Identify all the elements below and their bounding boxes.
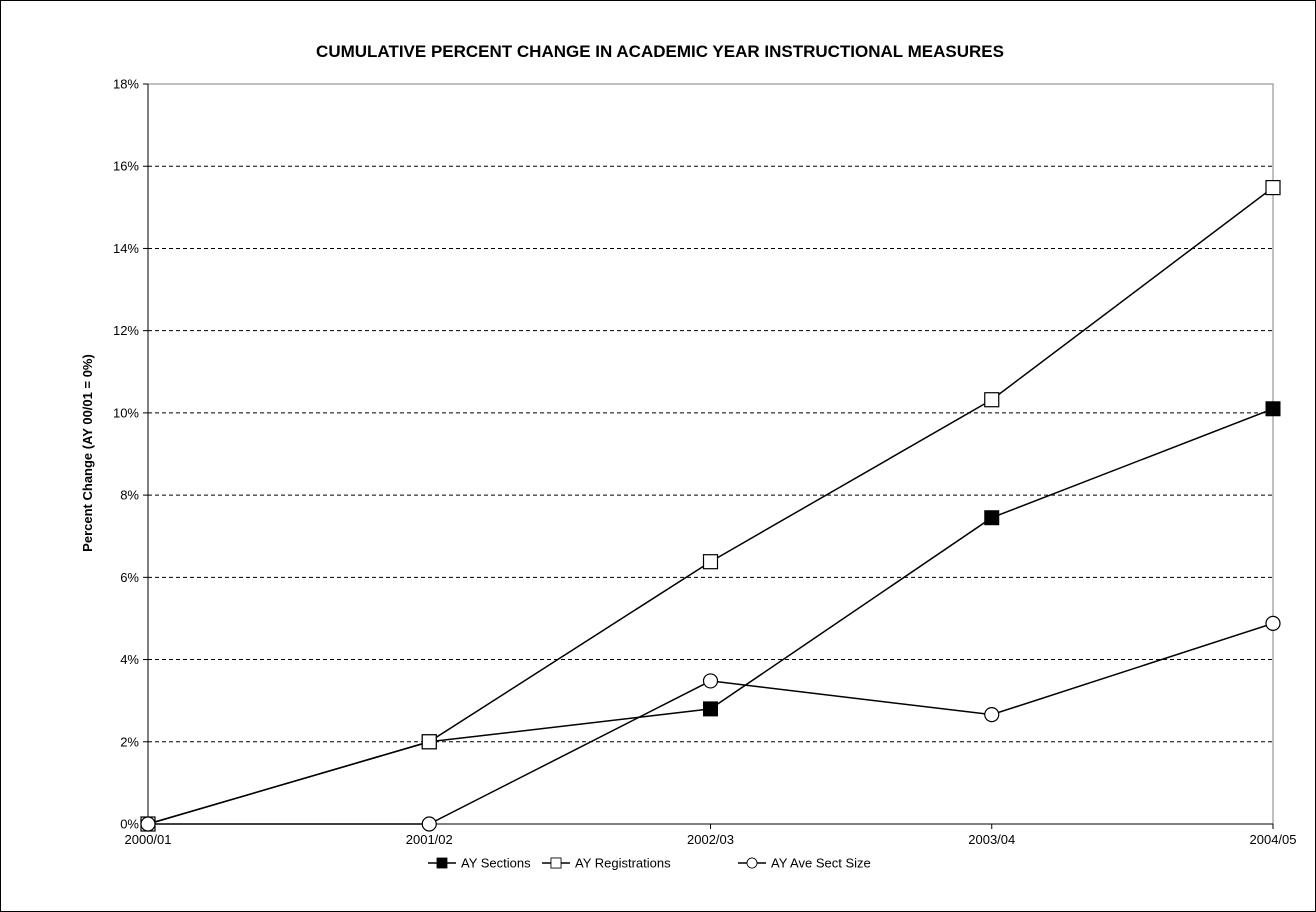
series-layer	[140, 180, 1281, 832]
y-axis-label: Percent Change (AY 00/01 = 0%)	[80, 354, 95, 552]
data-point	[702, 673, 719, 689]
chart-title: CUMULATIVE PERCENT CHANGE IN ACADEMIC YE…	[316, 42, 1004, 61]
legend: AY Sections AY Registrations AY Ave Sect S…	[428, 856, 871, 871]
series-markers	[140, 615, 1281, 832]
data-point	[703, 701, 718, 717]
data-point	[140, 816, 156, 832]
legend-label: AY Registrations	[575, 856, 671, 871]
x-tick-label: 2004/05	[1250, 832, 1297, 847]
data-point	[421, 816, 437, 832]
legend-label: AY Sections	[461, 856, 531, 871]
axis-layer: 0% 2% 4% 6% 8% 10% 12% 14% 16% 18% 2000/01 2001/02 2…	[113, 77, 1297, 848]
data-point	[1265, 615, 1281, 631]
grid-layer	[148, 165, 1273, 743]
legend-label: AY Ave Sect Size	[771, 856, 871, 871]
data-point	[421, 734, 437, 750]
y-tick-label: 16%	[113, 159, 139, 174]
data-point	[984, 510, 1000, 526]
data-point	[984, 707, 1000, 723]
y-tick-label: 8%	[120, 488, 139, 503]
y-tick-label: 14%	[113, 241, 139, 256]
x-tick-label: 2003/04	[968, 832, 1015, 847]
data-point	[702, 554, 719, 570]
legend-marker	[436, 857, 448, 869]
x-tick-label: 2002/03	[687, 832, 734, 847]
x-tick-label: 2000/01	[125, 832, 172, 847]
y-tick-label: 12%	[113, 323, 139, 338]
y-tick-label: 2%	[120, 734, 139, 749]
y-tick-label: 0%	[120, 817, 139, 832]
y-tick-label: 6%	[120, 570, 139, 585]
y-tick-label: 18%	[113, 77, 139, 92]
data-point	[1265, 401, 1281, 417]
y-tick-label: 4%	[120, 652, 139, 667]
legend-marker	[550, 857, 562, 869]
x-tick-label: 2001/02	[406, 832, 453, 847]
data-point	[1265, 180, 1281, 196]
legend-marker	[746, 857, 758, 869]
y-tick-label: 10%	[113, 405, 139, 420]
data-point	[984, 392, 1000, 408]
